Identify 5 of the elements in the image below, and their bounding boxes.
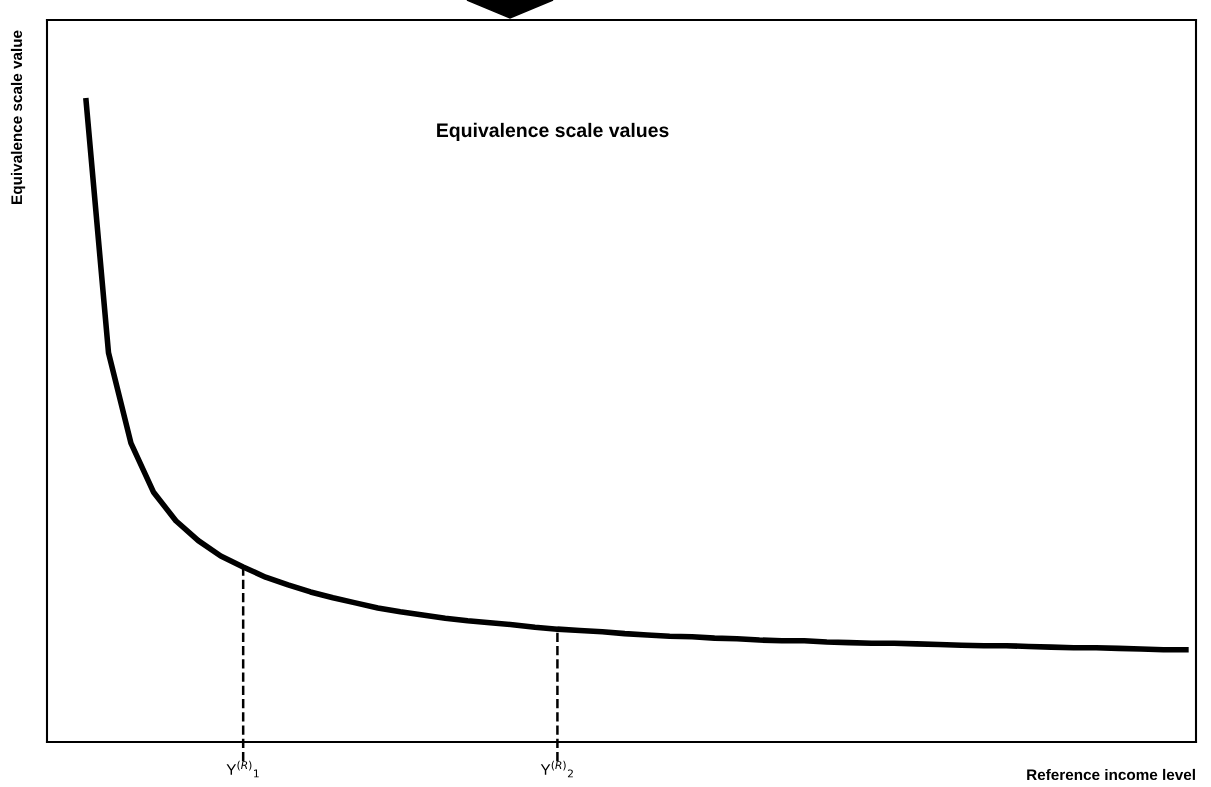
text: Equivalence scale values [437, 122, 669, 141]
x-axis-title: Reference income level [1027, 768, 1195, 781]
x-tick-label: Y$^{(R)}$$_{2}$ [540, 760, 573, 778]
x-tick-label: Y$^{(R)}$$_{1}$ [226, 760, 259, 778]
y-axis-title: Equivalence scale value [10, 30, 26, 204]
